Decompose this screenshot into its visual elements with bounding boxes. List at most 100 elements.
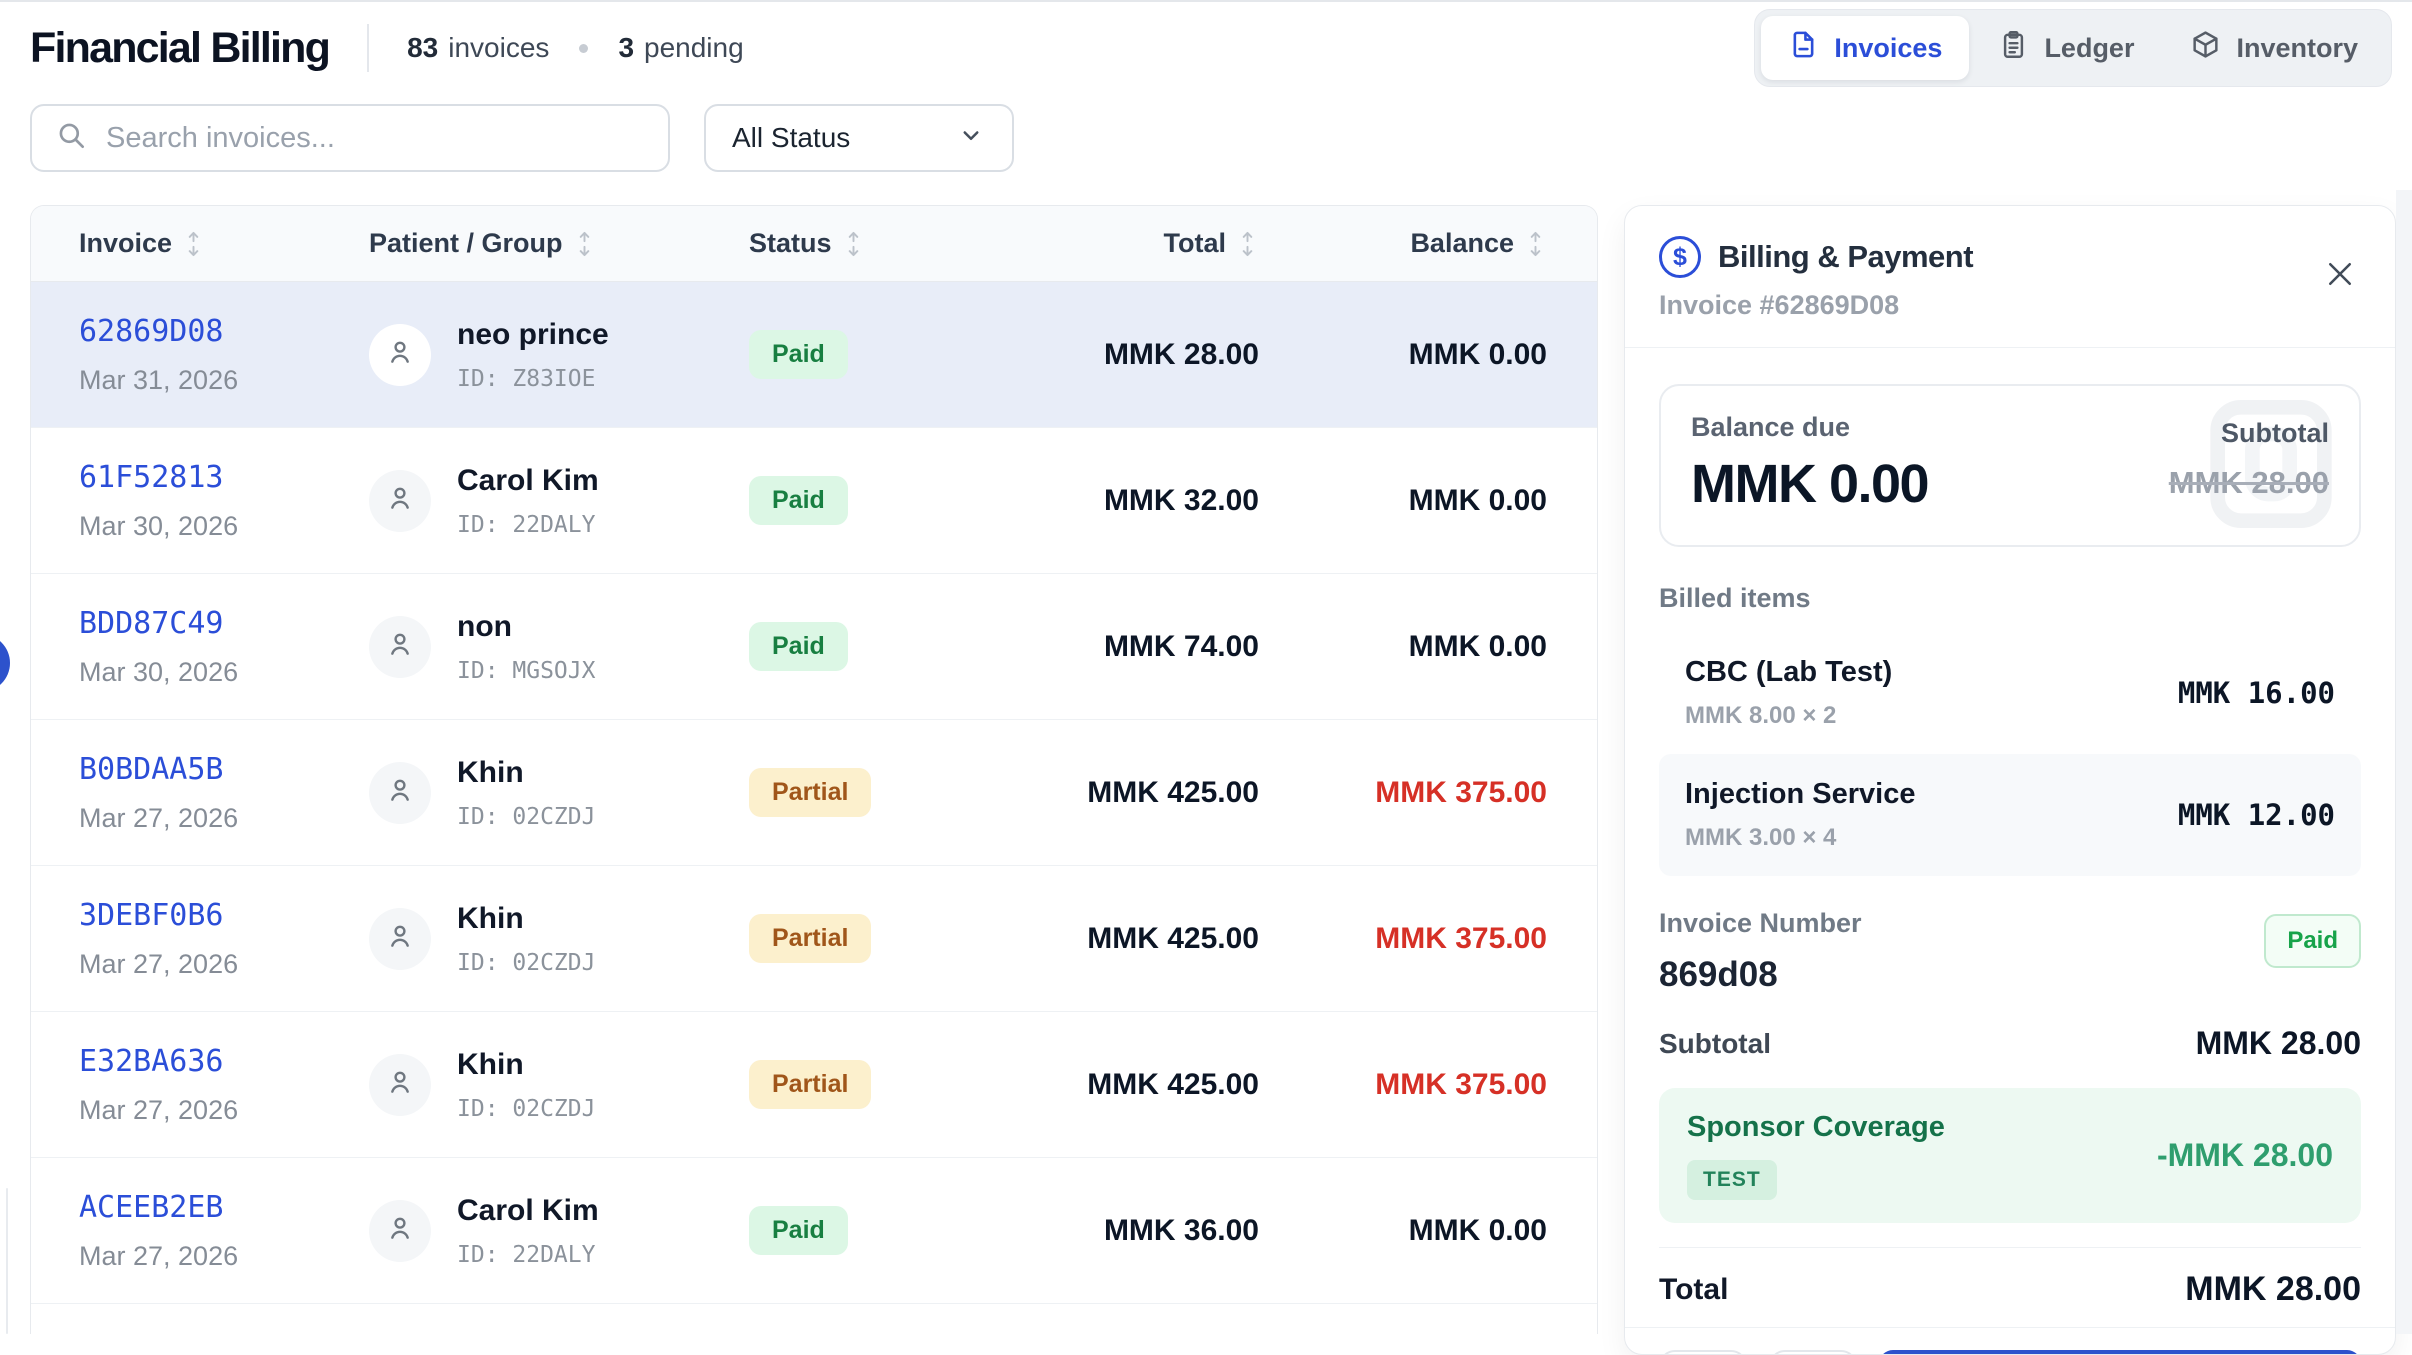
header-stats: 83 invoices 3 pending — [407, 32, 744, 64]
print-button[interactable] — [1659, 1350, 1747, 1354]
table-row[interactable]: 62869D08 Mar 31, 2026 neo prince ID: Z83… — [31, 282, 1597, 428]
patient-name: neo prince — [457, 317, 609, 351]
tab-inventory[interactable]: Inventory — [2163, 16, 2385, 80]
avatar — [369, 469, 431, 532]
tab-ledger[interactable]: Ledger — [1971, 16, 2161, 80]
billed-item-detail: MMK 3.00 × 4 — [1685, 824, 1837, 851]
billed-item-amount: MMK 16.00 — [2177, 676, 2335, 710]
patient-info: Khin ID: 02CZDJ — [457, 902, 595, 976]
patient-id: ID: Z83IOE — [457, 365, 596, 392]
invoice-link[interactable]: 62869D08 — [79, 313, 224, 349]
billed-item-info: Injection Service MMK 3.00 × 4 — [1685, 778, 1916, 852]
table-row[interactable]: 3DEBF0B6 Mar 27, 2026 Khin ID: 02CZDJ Pa… — [31, 866, 1597, 1012]
billed-item: Injection Service MMK 3.00 × 4 MMK 12.00 — [1659, 754, 2361, 876]
person-icon — [383, 773, 417, 812]
person-icon — [383, 481, 417, 520]
table-row[interactable]: 61F52813 Mar 30, 2026 Carol Kim ID: 22DA… — [31, 428, 1597, 574]
patient-id: ID: 02CZDJ — [457, 1095, 596, 1122]
status-badge: Paid — [749, 476, 848, 525]
sponsor-amount: -MMK 28.00 — [2156, 1137, 2333, 1173]
patient-id: ID: MGSOJX — [457, 657, 596, 684]
table-row[interactable]: E32BA636 Mar 27, 2026 Khin ID: 02CZDJ Pa… — [31, 1012, 1597, 1158]
search-input[interactable] — [106, 121, 644, 155]
patient-info: Khin ID: 02CZDJ — [457, 1048, 595, 1122]
app-header: Financial Billing 83 invoices 3 pending … — [0, 2, 2412, 94]
balance-subtotal-amount: MMK 28.00 — [2168, 465, 2329, 500]
panel-title: Billing & Payment — [1718, 239, 1974, 274]
invoice-date: Mar 31, 2026 — [79, 364, 239, 395]
view-tab-group: Invoices Ledger Inventory — [1754, 9, 2392, 87]
patient-id: ID: 22DALY — [457, 511, 596, 538]
table-header-row: Invoice Patient / Group Status Total Bal… — [31, 206, 1597, 282]
status-badge: Partial — [749, 914, 872, 963]
column-header-balance[interactable]: Balance — [1259, 227, 1547, 261]
column-header-total[interactable]: Total — [999, 227, 1259, 261]
panel-footer: Close — [1625, 1327, 2395, 1354]
close-icon — [2322, 256, 2358, 295]
chevron-down-icon — [956, 120, 986, 157]
clipboard-icon — [1998, 29, 2029, 67]
balance-due-card: Balance due MMK 0.00 Subtotal MMK 28.00 — [1659, 384, 2361, 547]
avatar — [369, 907, 431, 970]
total-amount: MMK 28.00 — [1103, 337, 1259, 371]
close-button[interactable]: Close — [1879, 1350, 2361, 1354]
invoice-link[interactable]: 3DEBF0B6 — [79, 897, 224, 933]
patient-info: non ID: MGSOJX — [457, 610, 595, 684]
sort-icon — [573, 227, 596, 261]
column-header-invoice[interactable]: Invoice — [79, 227, 369, 261]
total-label: Total — [1659, 1272, 1729, 1306]
tab-label: Inventory — [2236, 32, 2358, 63]
balance-amount: MMK 0.00 — [1408, 337, 1547, 371]
table-row[interactable]: ACEEB2EB Mar 27, 2026 Carol Kim ID: 22DA… — [31, 1158, 1597, 1304]
status-badge: Partial — [749, 768, 872, 817]
invoice-cell: 62869D08 Mar 31, 2026 — [79, 314, 369, 396]
invoice-cell: E32BA636 Mar 27, 2026 — [79, 1044, 369, 1126]
view-button[interactable] — [1769, 1350, 1857, 1354]
billed-item-amount: MMK 12.00 — [2177, 798, 2335, 832]
billed-items-list: CBC (Lab Test) MMK 8.00 × 2 MMK 16.00 In… — [1659, 632, 2361, 876]
balance-subtotal: Subtotal MMK 28.00 — [2169, 418, 2329, 515]
column-header-patient[interactable]: Patient / Group — [369, 227, 749, 261]
invoice-link[interactable]: 61F52813 — [79, 459, 224, 495]
avatar — [369, 323, 431, 386]
floating-action-button-partial[interactable] — [0, 634, 10, 692]
balance-amount: MMK 375.00 — [1375, 921, 1547, 955]
total-amount: MMK 74.00 — [1103, 629, 1259, 663]
balance-amount: MMK 375.00 — [1375, 775, 1547, 809]
total-amount: MMK 425.00 — [1087, 1067, 1259, 1101]
person-icon — [383, 1211, 417, 1250]
table-row[interactable]: BDD87C49 Mar 30, 2026 non ID: MGSOJX Pai… — [31, 574, 1597, 720]
status-badge: Paid — [749, 1206, 848, 1255]
status-cell: Partial — [749, 768, 999, 817]
status-cell: Paid — [749, 622, 999, 671]
balance-due-left: Balance due MMK 0.00 — [1691, 412, 1930, 515]
patient-cell: Carol Kim ID: 22DALY — [369, 1194, 749, 1268]
balance-amount: MMK 0.00 — [1408, 483, 1547, 517]
invoice-link[interactable]: E32BA636 — [79, 1043, 224, 1079]
receipt-ghost-icon — [2191, 386, 2351, 544]
column-header-status[interactable]: Status — [749, 227, 999, 261]
status-filter-select[interactable]: All Status — [704, 104, 1014, 172]
invoice-link[interactable]: ACEEB2EB — [79, 1189, 224, 1225]
status-cell: Partial — [749, 914, 999, 963]
patient-cell: non ID: MGSOJX — [369, 610, 749, 684]
sort-icon — [1236, 227, 1259, 261]
status-badge: Paid — [749, 622, 848, 671]
subtotal-amount: MMK 28.00 — [2195, 1025, 2361, 1061]
panel-close-icon-button[interactable] — [2319, 254, 2361, 296]
patient-info: neo prince ID: Z83IOE — [457, 318, 609, 392]
invoice-cell: BDD87C49 Mar 30, 2026 — [79, 606, 369, 688]
invoice-number-group: Invoice Number 869d08 — [1659, 908, 1862, 995]
tab-invoices[interactable]: Invoices — [1761, 16, 1970, 80]
billed-item-detail: MMK 8.00 × 2 — [1685, 702, 1837, 729]
scrollbar-track[interactable] — [2396, 190, 2412, 1334]
invoice-link[interactable]: B0BDAA5B — [79, 751, 224, 787]
invoice-link[interactable]: BDD87C49 — [79, 605, 224, 641]
table-row[interactable]: B0BDAA5B Mar 27, 2026 Khin ID: 02CZDJ Pa… — [31, 720, 1597, 866]
total-amount: MMK 36.00 — [1103, 1213, 1259, 1247]
sponsor-title: Sponsor Coverage — [1687, 1111, 1945, 1143]
subtotal-label: Subtotal — [1659, 1027, 1771, 1059]
dollar-circle-icon: $ — [1659, 236, 1701, 278]
patient-name: Carol Kim — [457, 1193, 599, 1227]
billed-item-name: Injection Service — [1685, 778, 1916, 810]
